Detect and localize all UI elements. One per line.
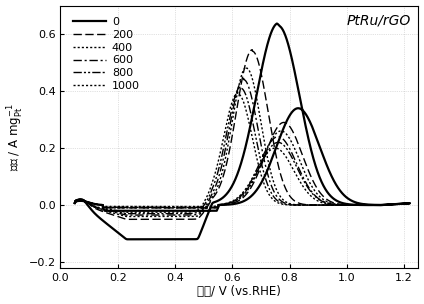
Y-axis label: 电流 / A mg$^{-1}_{\rm Pt}$: 电流 / A mg$^{-1}_{\rm Pt}$ bbox=[6, 103, 26, 171]
X-axis label: 电压/ V (vs.RHE): 电压/ V (vs.RHE) bbox=[198, 285, 282, 299]
Legend: 0, 200, 400, 600, 800, 1000: 0, 200, 400, 600, 800, 1000 bbox=[70, 14, 143, 94]
Text: PtRu/rGO: PtRu/rGO bbox=[347, 13, 411, 27]
